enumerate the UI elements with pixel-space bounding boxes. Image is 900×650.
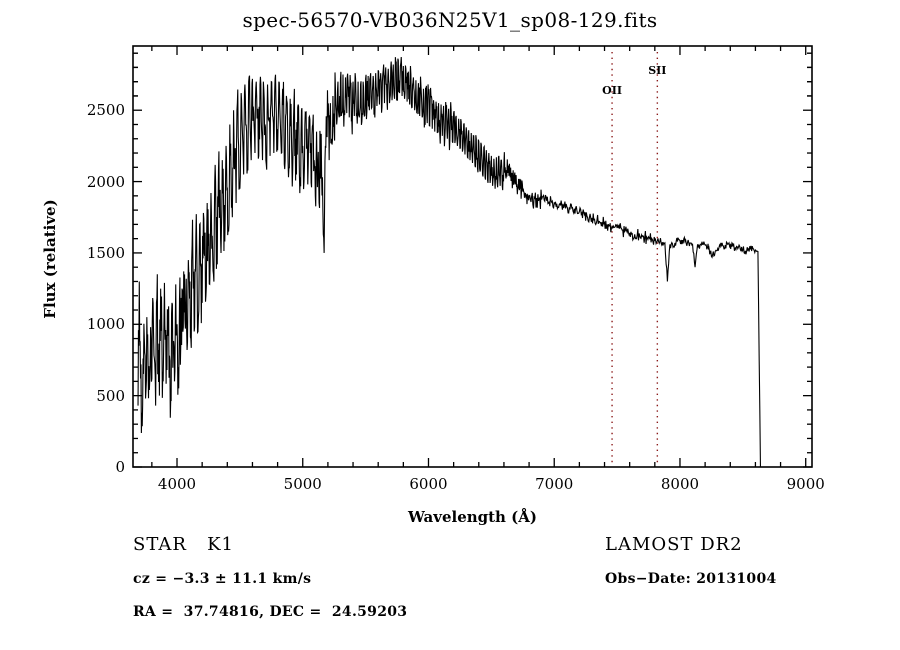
page-title: spec-56570-VB036N25V1_sp08-129.fits xyxy=(242,8,658,32)
y-tick-label: 500 xyxy=(96,386,125,405)
coordinates: RA = 37.74816, DEC = 24.59203 xyxy=(133,604,408,620)
y-tick-label: 2500 xyxy=(86,101,125,120)
x-tick-label: 8000 xyxy=(660,475,700,493)
obs-date: Obs−Date: 20131004 xyxy=(605,571,777,587)
x-tick-label: 6000 xyxy=(409,475,448,493)
x-tick-label: 9000 xyxy=(786,475,825,493)
line-marker-label-sii: SII xyxy=(648,64,667,77)
x-tick-label: 7000 xyxy=(535,475,574,493)
y-tick-label: 1000 xyxy=(86,315,125,334)
x-tick-label: 4000 xyxy=(157,475,197,493)
line-marker-label-oii: OII xyxy=(602,84,622,97)
x-axis-label: Wavelength (Å) xyxy=(407,508,538,526)
y-tick-label: 0 xyxy=(115,458,125,476)
cz-value: cz = −3.3 ± 11.1 km/s xyxy=(133,571,312,587)
y-tick-label: 1500 xyxy=(86,243,125,262)
survey-name: LAMOST DR2 xyxy=(605,534,743,555)
y-axis-label: Flux (relative) xyxy=(41,199,59,319)
object-class: STAR K1 xyxy=(133,534,234,555)
x-tick-label: 5000 xyxy=(283,475,322,493)
y-tick-label: 2000 xyxy=(86,172,125,191)
